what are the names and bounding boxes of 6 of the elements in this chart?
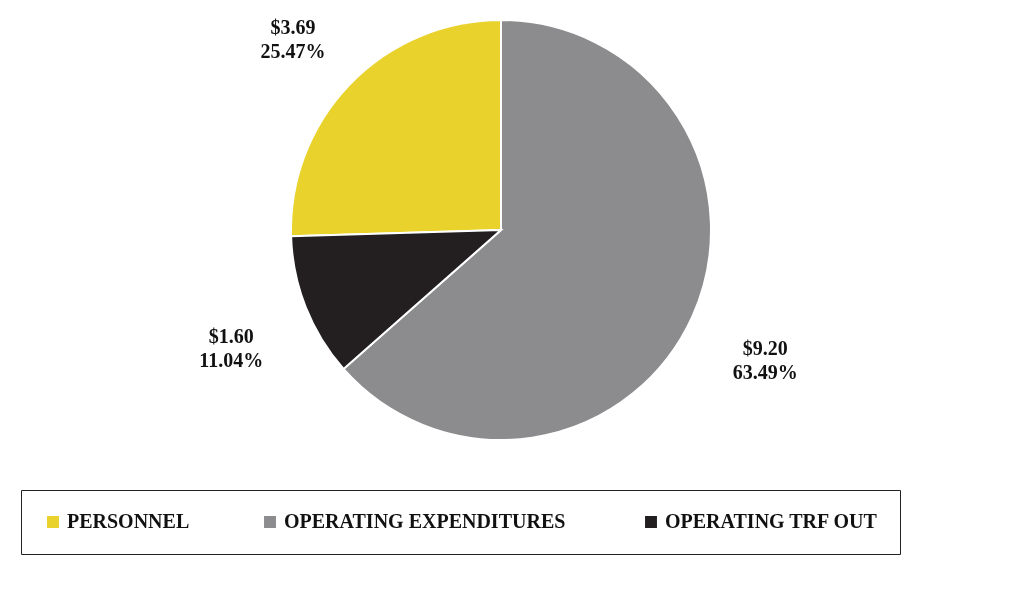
data-label: $3.69 25.47% <box>260 15 326 62</box>
data-label: $1.60 11.04% <box>199 324 264 371</box>
legend-label: OPERATING TRF OUT <box>665 510 878 532</box>
legend-label: OPERATING EXPENDITURES <box>284 510 566 532</box>
legend-label: PERSONNEL <box>67 510 190 532</box>
data-label: $9.20 63.49% <box>732 337 798 384</box>
